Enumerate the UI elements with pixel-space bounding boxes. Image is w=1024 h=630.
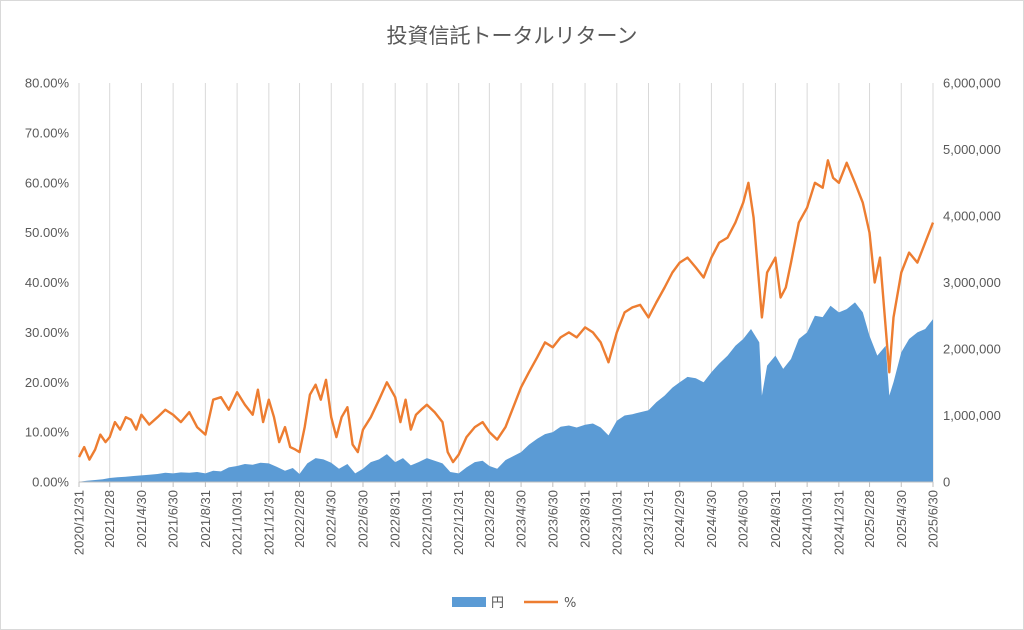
area-series-yen <box>79 302 933 482</box>
left-axis-tick-label: 30.00% <box>25 325 70 340</box>
line-series-percent <box>77 159 935 464</box>
right-axis-tick-label: 0 <box>943 475 950 490</box>
left-axis-tick-label: 10.00% <box>25 425 70 440</box>
x-axis-tick-label: 2023/4/30 <box>514 490 529 548</box>
x-axis-tick-label: 2020/12/31 <box>72 490 87 555</box>
right-axis-tick-label: 2,000,000 <box>943 342 1001 357</box>
x-axis-tick-label: 2021/2/28 <box>102 490 117 548</box>
axes <box>78 481 934 487</box>
x-axis-tick-label: 2022/4/30 <box>324 490 339 548</box>
x-axis-tick-labels: 2020/12/31 2021/2/28 2021/4/30 2021/6/30 202… <box>72 490 941 555</box>
chart-title: 投資信託トータルリターン <box>387 24 638 48</box>
right-axis-tick-label: 5,000,000 <box>943 142 1001 157</box>
x-axis-tick-label: 2024/12/31 <box>831 490 846 555</box>
x-axis-tick-label: 2025/2/28 <box>862 490 877 548</box>
x-axis-tick-label: 2025/6/30 <box>926 490 941 548</box>
x-axis-tick-label: 2022/2/28 <box>292 490 307 548</box>
legend-label-yen: 円 <box>491 596 504 611</box>
left-axis-tick-label: 0.00% <box>32 475 69 490</box>
legend-label-percent: % <box>564 596 576 611</box>
right-axis-tick-labels: 0 1,000,000 2,000,000 3,000,000 4,000,000 5,0… <box>943 76 1001 490</box>
x-axis-tick-label: 2023/2/28 <box>482 490 497 548</box>
x-axis-tick-label: 2021/4/30 <box>134 490 149 548</box>
x-axis-tick-label: 2023/6/30 <box>545 490 560 548</box>
x-axis-tick-label: 2021/12/31 <box>261 490 276 555</box>
x-axis-tick-label: 2022/12/31 <box>451 490 466 555</box>
x-axis-tick-label: 2022/8/31 <box>388 490 403 548</box>
left-axis-tick-labels: 0.00% 10.00% 20.00% 30.00% 40.00% 50.00% 60.00… <box>25 76 70 490</box>
x-axis-tick-label: 2021/8/31 <box>198 490 213 548</box>
line-series-layer <box>77 159 935 464</box>
left-axis-tick-label: 70.00% <box>25 125 70 140</box>
x-axis-tick-label: 2022/6/30 <box>356 490 371 548</box>
x-axis-tick-label: 2024/6/30 <box>736 490 751 548</box>
x-axis-tick-label: 2024/2/29 <box>672 490 687 548</box>
x-axis-tick-label: 2024/4/30 <box>704 490 719 548</box>
left-axis-tick-label: 80.00% <box>25 76 70 91</box>
right-axis-tick-label: 6,000,000 <box>943 76 1001 91</box>
left-axis-tick-label: 20.00% <box>25 375 70 390</box>
x-axis-tick-label: 2021/10/31 <box>230 490 245 555</box>
left-axis-tick-label: 60.00% <box>25 175 70 190</box>
x-axis-tick-label: 2024/10/31 <box>800 490 815 555</box>
x-axis-tick-label: 2023/12/31 <box>641 490 656 555</box>
x-axis-tick-label: 2025/4/30 <box>894 490 909 548</box>
x-axis-tick-label: 2024/8/31 <box>768 490 783 548</box>
x-axis-tick-label: 2023/10/31 <box>609 490 624 555</box>
x-axis-tick-label: 2021/6/30 <box>166 490 181 548</box>
area-series-layer <box>79 302 933 482</box>
legend: 円% <box>452 596 576 611</box>
left-axis-tick-label: 50.00% <box>25 225 70 240</box>
right-axis-tick-label: 1,000,000 <box>943 408 1001 423</box>
x-axis-tick-label: 2023/8/31 <box>578 490 593 548</box>
legend-swatch-yen <box>452 597 486 607</box>
x-axis-tick-label: 2022/10/31 <box>419 490 434 555</box>
right-axis-tick-label: 4,000,000 <box>943 209 1001 224</box>
left-axis-tick-label: 40.00% <box>25 275 70 290</box>
right-axis-tick-label: 3,000,000 <box>943 275 1001 290</box>
